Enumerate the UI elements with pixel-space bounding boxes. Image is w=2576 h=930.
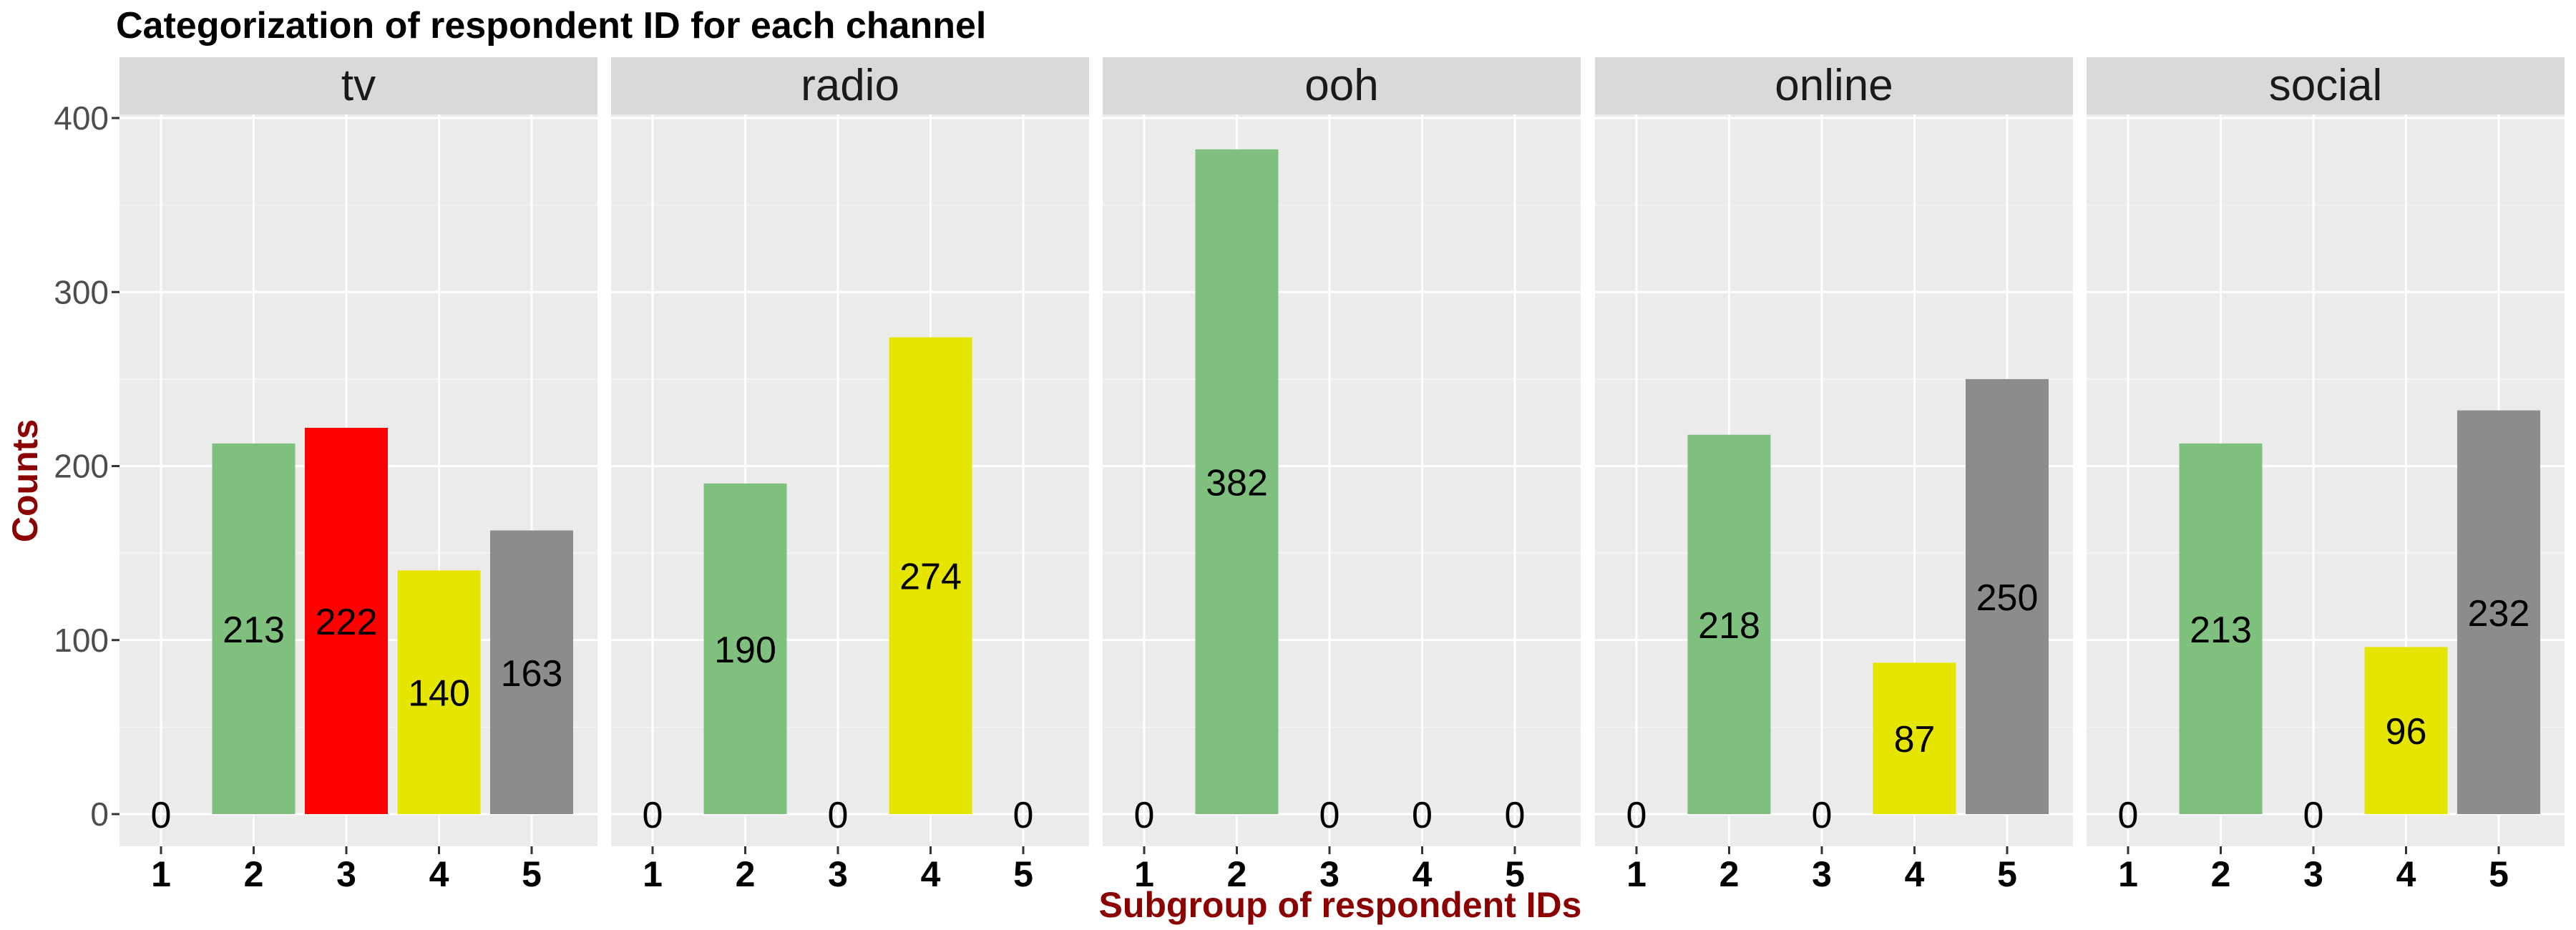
x-tick-label: 4: [1413, 854, 1433, 894]
x-tick-label: 5: [2489, 854, 2509, 894]
data-label-online-4: 87: [1894, 719, 1936, 760]
x-tick-label: 4: [2396, 854, 2416, 894]
data-label-social-2: 213: [2190, 610, 2252, 651]
data-label-ooh-5: 0: [1505, 795, 1526, 836]
x-tick-label: 4: [921, 854, 941, 894]
bar-tv-2: [212, 443, 296, 814]
x-tick-label: 1: [1134, 854, 1154, 894]
data-label-ooh-4: 0: [1412, 795, 1433, 836]
data-label-ooh-3: 0: [1319, 795, 1340, 836]
x-tick-label: 2: [736, 854, 756, 894]
facet-strip-label: social: [2269, 61, 2383, 110]
data-label-tv-1: 0: [151, 795, 172, 836]
data-label-tv-4: 140: [408, 673, 470, 715]
facet-strip: [1103, 57, 1581, 114]
data-label-radio-5: 0: [1013, 795, 1034, 836]
facet-strip: [611, 57, 1089, 114]
bar-social-5: [2457, 410, 2540, 814]
facet-strip-label: radio: [801, 61, 899, 110]
bar-radio-2: [703, 483, 787, 814]
y-tick-label: 200: [54, 448, 109, 485]
x-tick-label: 3: [2303, 854, 2323, 894]
data-label-radio-4: 274: [899, 557, 962, 598]
facet-panel-social: social 0 213 0 96 232 1 2 3 4 5: [2087, 57, 2565, 894]
data-label-tv-2: 213: [223, 610, 285, 651]
bar-online-5: [1966, 378, 2049, 814]
x-tick-label: 2: [1227, 854, 1247, 894]
bar-tv-4: [397, 570, 481, 814]
x-tick-label: 1: [151, 854, 171, 894]
bar-social-4: [2364, 647, 2448, 814]
x-tick-label: 4: [1905, 854, 1925, 894]
data-label-radio-1: 0: [643, 795, 663, 836]
data-label-radio-2: 190: [714, 630, 776, 671]
facet-panel-tv: tv 0 213 222 140 163 1 2 3 4 5: [119, 57, 597, 894]
facet-strip: [119, 57, 597, 114]
data-label-social-4: 96: [2386, 711, 2427, 753]
bar-radio-4: [889, 337, 972, 814]
x-tick-label: 3: [1319, 854, 1340, 894]
y-tick-label: 100: [54, 622, 109, 659]
data-label-ooh-2: 382: [1206, 462, 1268, 504]
facet-panel-ooh: ooh 0 382 0 0 0 1 2 3 4 5: [1103, 57, 1581, 894]
chart-title: Categorization of respondent ID for each…: [116, 5, 987, 46]
x-tick-label: 2: [1719, 854, 1740, 894]
data-label-online-5: 250: [1976, 577, 2039, 619]
bar-ooh-2: [1195, 149, 1279, 814]
x-tick-label: 4: [429, 854, 449, 894]
x-tick-label: 5: [1013, 854, 1033, 894]
y-tick-label: 0: [90, 796, 109, 833]
bar-online-2: [1687, 434, 1771, 814]
data-label-social-5: 232: [2468, 593, 2530, 635]
y-axis-title: Counts: [5, 419, 45, 542]
data-label-online-3: 0: [1812, 795, 1833, 836]
data-label-ooh-1: 0: [1134, 795, 1155, 836]
data-label-online-1: 0: [1626, 795, 1647, 836]
facet-strip-label: ooh: [1304, 61, 1378, 110]
bar-tv-5: [490, 530, 573, 814]
data-label-tv-3: 222: [316, 602, 378, 643]
data-label-social-3: 0: [2303, 795, 2324, 836]
x-tick-label: 1: [2118, 854, 2138, 894]
x-tick-label: 5: [522, 854, 542, 894]
x-tick-label: 2: [2211, 854, 2231, 894]
x-axis-title: Subgroup of respondent IDs: [1099, 885, 1582, 925]
data-label-tv-5: 163: [501, 653, 563, 695]
data-label-radio-3: 0: [828, 795, 849, 836]
panel-background: [611, 114, 1089, 846]
x-tick-label: 3: [336, 854, 356, 894]
x-tick-label: 2: [244, 854, 264, 894]
x-tick-label: 3: [828, 854, 848, 894]
facet-strip-label: online: [1775, 61, 1893, 110]
bar-online-4: [1873, 662, 1956, 814]
y-tick-label: 400: [54, 99, 109, 137]
facet-strip-label: tv: [341, 61, 376, 110]
data-label-social-1: 0: [2118, 795, 2139, 836]
facet-panel-online: online 0 218 0 87 250 1 2 3 4 5: [1595, 57, 2073, 894]
y-axis: 0 100 200 300 400: [54, 99, 119, 833]
facet-strip: [1595, 57, 2073, 114]
y-tick-label: 300: [54, 273, 109, 310]
x-tick-label: 1: [643, 854, 663, 894]
data-label-online-2: 218: [1698, 605, 1760, 647]
bar-social-2: [2179, 443, 2263, 814]
facet-strip: [2087, 57, 2565, 114]
facet-panel-radio: radio 0 190 0 274 0 1 2 3 4 5: [611, 57, 1089, 894]
x-tick-label: 5: [1997, 854, 2017, 894]
bar-tv-3: [305, 427, 388, 814]
x-tick-label: 3: [1812, 854, 1832, 894]
x-tick-label: 5: [1505, 854, 1525, 894]
x-tick-label: 1: [1626, 854, 1646, 894]
panel-background: [1103, 114, 1581, 846]
